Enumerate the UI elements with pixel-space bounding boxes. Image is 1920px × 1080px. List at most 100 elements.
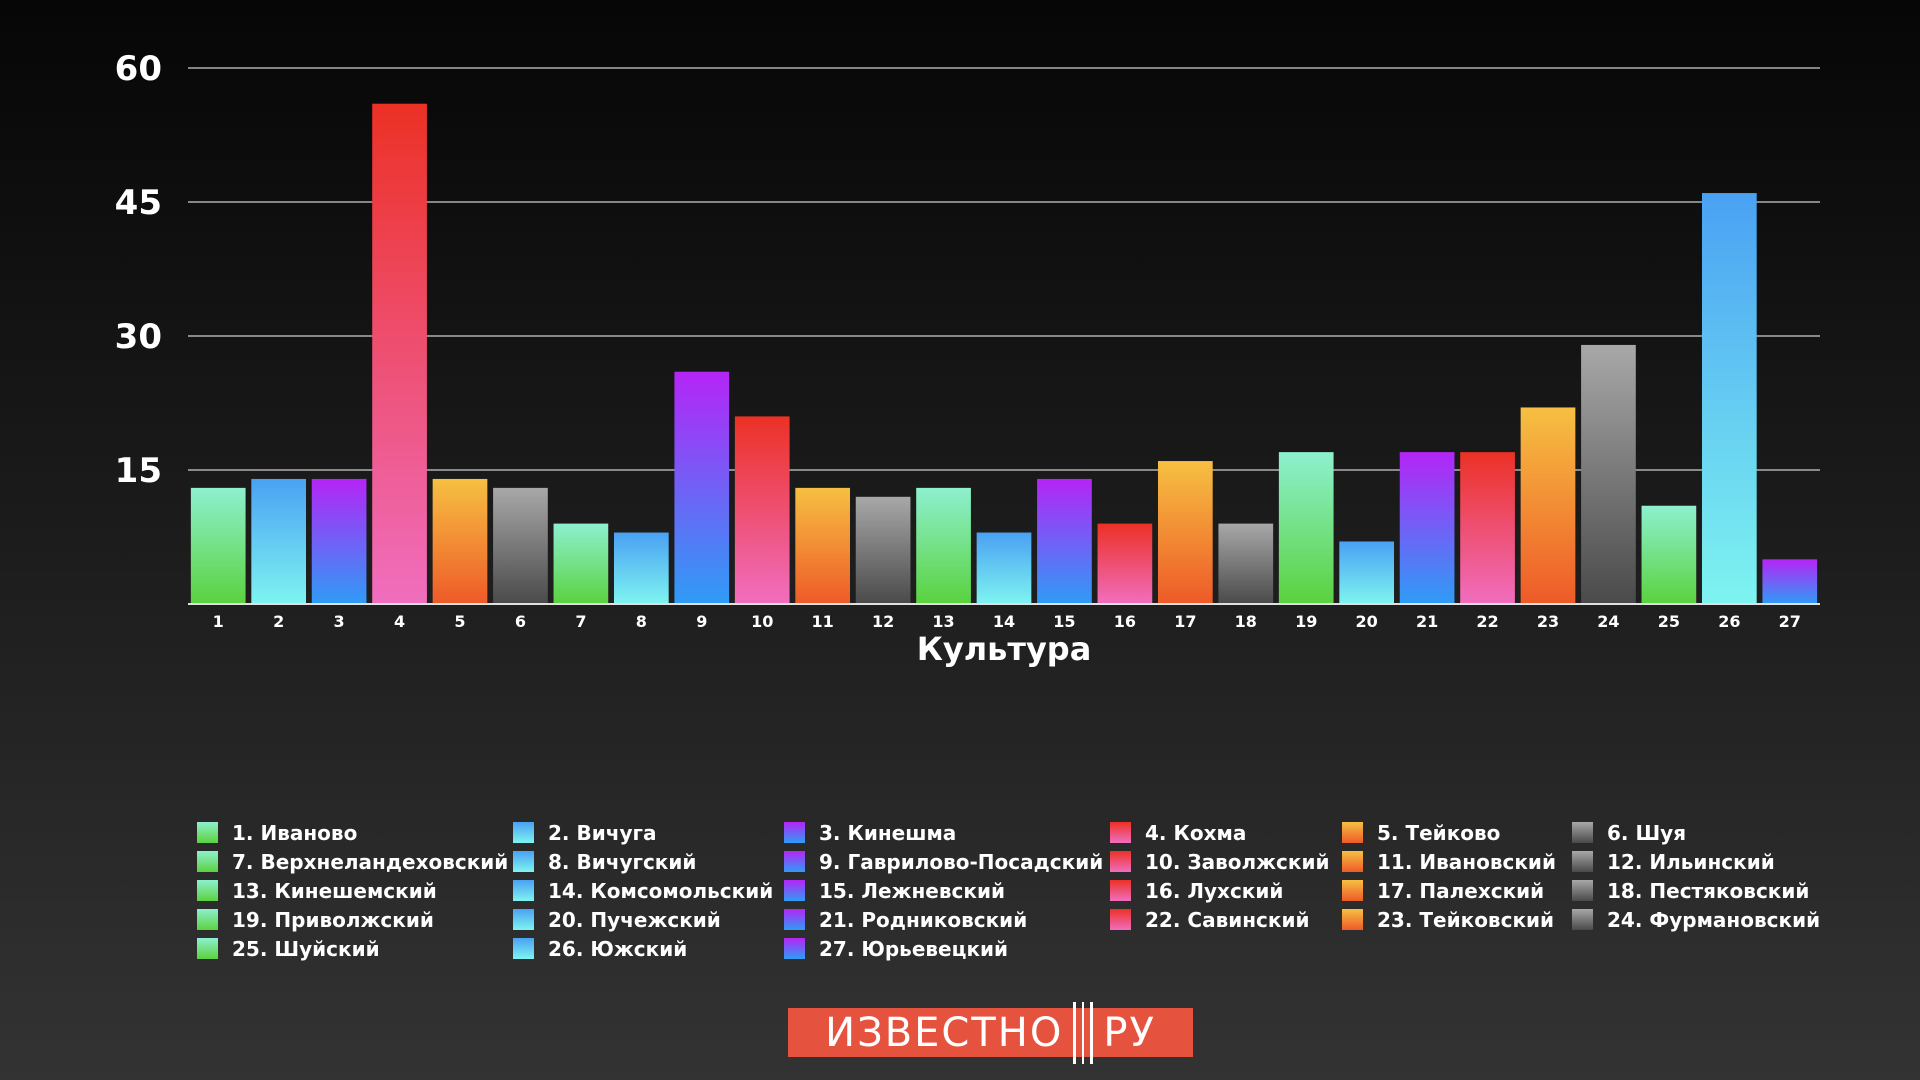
legend-label: 24. Фурмановский — [1607, 907, 1821, 932]
bar-17 — [1157, 461, 1213, 604]
bars — [190, 103, 1818, 605]
x-tick-label: 22 — [1476, 612, 1498, 631]
legend-label: 23. Тейковский — [1377, 907, 1555, 932]
legend-swatch — [784, 851, 805, 872]
x-tick-label: 20 — [1356, 612, 1378, 631]
bar-3 — [311, 478, 367, 604]
y-tick-label: 15 — [115, 451, 162, 491]
legend-swatch — [513, 822, 534, 843]
x-tick-label: 11 — [812, 612, 834, 631]
y-tick-label: 60 — [115, 49, 162, 89]
legend-swatch — [197, 909, 218, 930]
legend-label: 12. Ильинский — [1607, 849, 1775, 874]
legend-item: 26. Южский — [513, 934, 784, 963]
legend-item: 18. Пестяковский — [1572, 876, 1812, 905]
legend-swatch — [1110, 851, 1131, 872]
legend-item: 15. Лежневский — [784, 876, 1110, 905]
legend-label: 7. Верхнеландеховский — [232, 849, 509, 874]
x-tick-label: 9 — [696, 612, 707, 631]
x-tick-label: 4 — [394, 612, 405, 631]
x-tick-label: 16 — [1114, 612, 1136, 631]
x-tick-label: 14 — [993, 612, 1015, 631]
x-tick-label: 15 — [1053, 612, 1075, 631]
x-tick-label: 1 — [213, 612, 224, 631]
bar-2 — [251, 478, 307, 604]
legend-swatch — [1110, 909, 1131, 930]
bar-25 — [1641, 505, 1697, 604]
legend-swatch — [513, 909, 534, 930]
legend-swatch — [784, 938, 805, 959]
x-tick-label: 27 — [1779, 612, 1801, 631]
bar-12 — [855, 496, 911, 604]
x-tick-label: 18 — [1235, 612, 1257, 631]
izvestno-ru-logo: ИЗВЕСТНО РУ — [788, 1001, 1193, 1064]
legend-swatch — [1572, 822, 1593, 843]
bar-14 — [976, 532, 1032, 604]
x-tick-label: 13 — [932, 612, 954, 631]
bar-23 — [1520, 407, 1576, 604]
bar-22 — [1460, 452, 1515, 604]
bar-13 — [916, 487, 971, 604]
legend: 1. Иваново 2. Вичуга 3. Кинешма 4. Кохма 5. … — [197, 818, 1837, 963]
legend-label: 16. Лухский — [1145, 878, 1284, 903]
bar-4 — [372, 103, 427, 604]
legend-label: 19. Приволжский — [232, 907, 434, 932]
y-tick-label: 30 — [115, 317, 162, 357]
legend-item: 25. Шуйский — [197, 934, 513, 963]
legend-item: 1. Иваново — [197, 818, 513, 847]
x-tick-label: 23 — [1537, 612, 1559, 631]
legend-swatch — [197, 822, 218, 843]
legend-item: 12. Ильинский — [1572, 847, 1812, 876]
legend-item: 7. Верхнеландеховский — [197, 847, 513, 876]
x-tick-label: 10 — [751, 612, 773, 631]
legend-label: 14. Комсомольский — [548, 878, 774, 903]
legend-item: 16. Лухский — [1110, 876, 1342, 905]
legend-label: 17. Палехский — [1377, 878, 1545, 903]
x-axis-label: Культура — [917, 630, 1092, 668]
legend-label: 18. Пестяковский — [1607, 878, 1810, 903]
bar-21 — [1399, 452, 1455, 604]
legend-swatch — [784, 909, 805, 930]
legend-swatch — [1110, 880, 1131, 901]
x-tick-label: 8 — [636, 612, 647, 631]
legend-swatch — [1572, 909, 1593, 930]
x-tick-label: 6 — [515, 612, 526, 631]
legend-label: 6. Шуя — [1607, 820, 1687, 845]
legend-label: 25. Шуйский — [232, 936, 380, 961]
bar-7 — [553, 523, 609, 604]
legend-label: 5. Тейково — [1377, 820, 1501, 845]
legend-item: 11. Ивановский — [1342, 847, 1572, 876]
legend-swatch — [197, 938, 218, 959]
x-tick-label: 24 — [1597, 612, 1619, 631]
legend-item: 27. Юрьевецкий — [784, 934, 1110, 963]
legend-label: 11. Ивановский — [1377, 849, 1556, 874]
x-tick-label: 19 — [1295, 612, 1317, 631]
bar-1 — [190, 487, 246, 604]
legend-item: 13. Кинешемский — [197, 876, 513, 905]
legend-label: 1. Иваново — [232, 820, 358, 845]
legend-label: 3. Кинешма — [819, 820, 957, 845]
legend-swatch — [1110, 822, 1131, 843]
legend-item: 24. Фурмановский — [1572, 905, 1820, 934]
legend-swatch — [513, 851, 534, 872]
legend-label: 8. Вичугский — [548, 849, 697, 874]
x-tick-label: 3 — [334, 612, 345, 631]
x-tick-label: 12 — [872, 612, 894, 631]
legend-label: 10. Заволжский — [1145, 849, 1330, 874]
legend-label: 9. Гаврилово-Посадский — [819, 849, 1104, 874]
bar-15 — [1037, 478, 1092, 604]
x-tick-label: 5 — [454, 612, 465, 631]
legend-item: 20. Пучежский — [513, 905, 784, 934]
legend-label: 21. Родниковский — [819, 907, 1028, 932]
x-tick-label: 25 — [1658, 612, 1680, 631]
y-tick-label: 45 — [115, 183, 162, 223]
x-axis-ticks: 1 2 3 4 5 6 7 8 9 10 11 12 13 14 15 16 17 18 19 20 21 22 23 24 2… — [213, 612, 1801, 631]
bar-19 — [1278, 452, 1334, 604]
legend-swatch — [1572, 880, 1593, 901]
bar-8 — [613, 532, 669, 604]
bar-24 — [1581, 344, 1636, 604]
legend-label: 22. Савинский — [1145, 907, 1310, 932]
logo-divider-icon — [1073, 1001, 1094, 1064]
legend-swatch — [1342, 851, 1363, 872]
